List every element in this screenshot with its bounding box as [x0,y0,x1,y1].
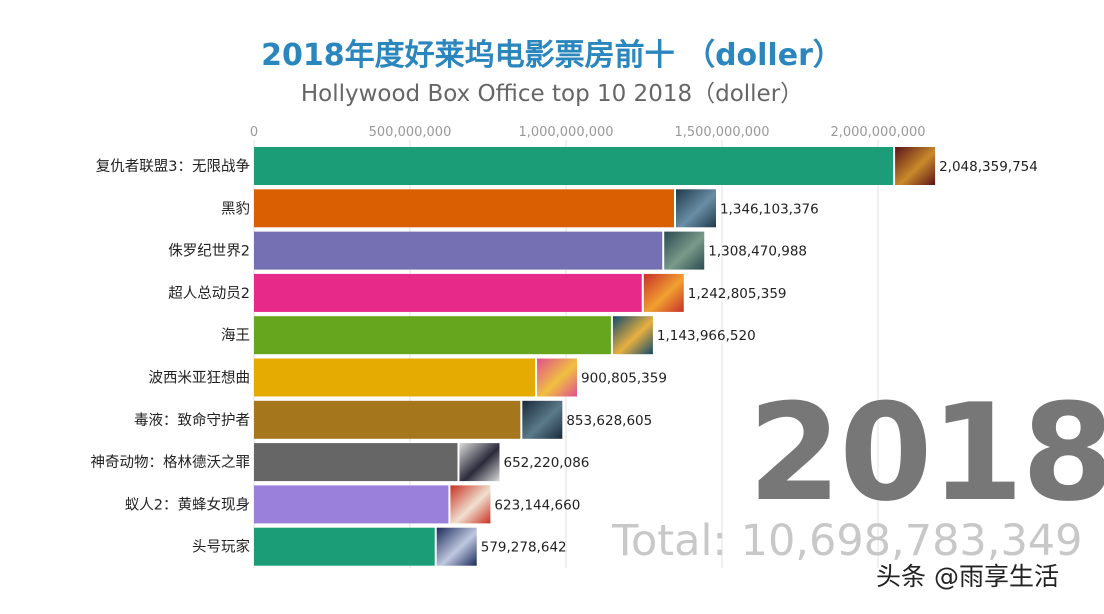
bar [254,400,521,439]
total-label: Total: 10,698,783,349 [612,516,1083,566]
poster-thumbnail [436,527,477,566]
value-label: 2,048,359,754 [939,159,1038,175]
chart-subtitle: Hollywood Box Office top 10 2018（doller） [300,81,804,107]
value-label: 1,346,103,376 [720,201,819,217]
value-label: 1,143,966,520 [657,328,756,344]
category-label: 复仇者联盟3：无限战争 [96,157,250,175]
bar [254,485,449,524]
x-tick-label: 500,000,000 [369,125,452,140]
value-label: 900,805,359 [581,371,667,387]
value-label: 623,144,660 [494,497,580,513]
value-label: 1,242,805,359 [688,286,787,302]
category-label: 黑豹 [221,200,250,217]
bar [254,189,674,228]
poster-thumbnail [612,316,653,355]
bar [254,527,435,566]
x-tick-label: 2,000,000,000 [830,125,925,140]
watermark: 头条 @雨享生活 [876,562,1059,591]
chart-title: 2018年度好莱坞电影票房前十 （doller） [261,38,843,73]
bar [254,316,611,355]
value-label: 652,220,086 [503,455,589,471]
year-label: 2018 [748,375,1104,531]
bar [254,231,663,270]
bar [254,358,536,397]
x-tick-label: 1,000,000,000 [518,125,613,140]
x-tick-label: 1,500,000,000 [674,125,769,140]
value-label: 853,628,605 [566,413,652,429]
poster-thumbnail [459,443,500,482]
value-label: 579,278,642 [481,540,567,556]
poster-thumbnail [675,189,716,228]
category-label: 毒液：致命守护者 [134,411,250,429]
bar [254,443,458,482]
poster-thumbnail [537,358,578,397]
category-label: 海王 [221,327,250,344]
poster-thumbnail [450,485,491,524]
poster-thumbnail [522,400,563,439]
poster-thumbnail [643,273,684,312]
bar [254,147,894,185]
category-label: 波西米亚狂想曲 [149,370,251,387]
bar [254,273,642,312]
category-label: 超人总动员2 [168,285,250,302]
category-label: 神奇动物：格林德沃之罪 [91,454,251,471]
category-label: 头号玩家 [192,539,250,556]
value-label: 1,308,470,988 [708,244,807,260]
category-label: 侏罗纪世界2 [168,243,250,260]
poster-thumbnail [895,147,936,185]
poster-thumbnail [664,231,705,270]
x-tick-label: 0 [250,125,258,140]
category-label: 蚁人2：黄蜂女现身 [125,495,250,513]
